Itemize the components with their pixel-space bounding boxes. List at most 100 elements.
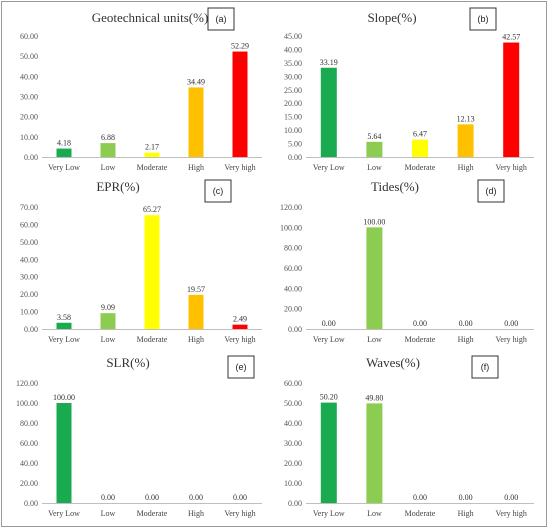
y-tick-label: 20.00: [20, 290, 38, 299]
data-label: 2.49: [233, 315, 247, 324]
y-tick-label: 10.00: [284, 479, 302, 488]
bar: [56, 403, 72, 503]
y-tick-label: 20.00: [20, 113, 38, 122]
category-label: Very Low: [313, 335, 345, 344]
category-label: Very Low: [48, 163, 80, 172]
data-label: 4.18: [57, 139, 71, 148]
bar: [320, 402, 337, 503]
panel-tag: (c): [213, 186, 224, 196]
data-label: 9.09: [101, 303, 115, 312]
category-label: Very high: [224, 335, 255, 344]
bar: [412, 139, 428, 157]
y-tick-label: 40.00: [20, 459, 38, 468]
panel-tag-box: [227, 355, 255, 379]
y-tick-label: 30.00: [284, 439, 302, 448]
data-label: 0.00: [413, 493, 427, 502]
category-label: Moderate: [405, 335, 436, 344]
category-label: Low: [367, 509, 382, 518]
data-label: 0.00: [101, 493, 115, 502]
panel-tag-box: [207, 7, 235, 31]
y-tick-label: 50.00: [284, 399, 302, 408]
bar: [232, 51, 248, 157]
data-label: 34.49: [187, 77, 205, 86]
panel-tag-box: [471, 355, 499, 379]
category-label: Very Low: [313, 509, 345, 518]
category-label: Very Low: [48, 509, 80, 518]
category-label: Moderate: [137, 163, 168, 172]
y-tick-label: 120.00: [16, 379, 38, 388]
y-tick-label: 0.00: [288, 153, 302, 162]
data-label: 52.29: [231, 42, 249, 51]
bar: [56, 322, 72, 329]
data-label: 0.00: [504, 493, 518, 502]
chart-panel-3: EPR(%) (c) 0.00 10.00 20.00 30.00 40.00 50.00 60…: [20, 179, 262, 344]
y-tick-label: 60.00: [20, 32, 38, 41]
category-label: High: [458, 163, 474, 172]
data-label: 6.88: [101, 133, 115, 142]
data-label: 0.00: [233, 493, 247, 502]
category-label: Very high: [496, 509, 527, 518]
y-tick-label: 10.00: [284, 126, 302, 135]
y-tick-label: 60.00: [284, 264, 302, 273]
y-tick-label: 30.00: [20, 273, 38, 282]
chart-panel-5: SLR(%) (e) 0.00 20.00 40.00 60.00 80.00 100.00 1…: [16, 355, 262, 518]
category-label: High: [458, 335, 474, 344]
chart-title: Waves(%): [366, 355, 420, 370]
category-label: Very high: [224, 509, 255, 518]
chart-title: Tides(%): [371, 179, 419, 194]
bar: [56, 148, 72, 157]
y-tick-label: 40.00: [20, 72, 38, 81]
category-label: High: [458, 509, 474, 518]
data-label: 100.00: [53, 393, 75, 402]
category-label: Low: [101, 163, 116, 172]
data-label: 0.00: [413, 319, 427, 328]
y-tick-label: 100.00: [280, 223, 302, 232]
bar: [366, 403, 383, 503]
panel-tag: (b): [478, 14, 489, 24]
panel-tag: (e): [236, 362, 247, 372]
category-label: Very high: [496, 163, 527, 172]
y-tick-label: 50.00: [20, 52, 38, 61]
y-tick-label: 20.00: [284, 459, 302, 468]
category-label: Very high: [496, 335, 527, 344]
data-label: 49.80: [365, 393, 383, 402]
y-tick-label: 40.00: [284, 419, 302, 428]
data-label: 12.13: [457, 114, 475, 123]
panel-tag: (f): [481, 362, 490, 372]
category-label: Moderate: [137, 509, 168, 518]
data-label: 100.00: [363, 217, 385, 226]
category-label: Very Low: [313, 163, 345, 172]
category-label: Very Low: [48, 335, 80, 344]
chart-panel-6: Waves(%) (f) 0.00 10.00 20.00 30.00 40.00 50.00…: [284, 355, 534, 518]
category-label: Low: [101, 335, 116, 344]
y-tick-label: 25.00: [284, 86, 302, 95]
category-label: Low: [367, 163, 382, 172]
y-tick-label: 0.00: [24, 325, 38, 334]
chart-title: Slope(%): [367, 10, 416, 25]
data-label: 5.64: [367, 132, 381, 141]
chart-title: SLR(%): [106, 355, 149, 370]
y-tick-label: 35.00: [284, 59, 302, 68]
category-label: Low: [367, 335, 382, 344]
y-tick-label: 0.00: [24, 153, 38, 162]
y-tick-label: 120.00: [280, 203, 302, 212]
data-label: 42.57: [502, 33, 520, 42]
panel-tag: (d): [486, 186, 497, 196]
bar: [503, 42, 520, 158]
y-tick-label: 10.00: [20, 308, 38, 317]
bar: [188, 87, 204, 157]
bar: [366, 141, 383, 157]
chart-title: Geotechnical units(%): [92, 10, 209, 25]
y-tick-label: 20.00: [20, 479, 38, 488]
y-tick-label: 40.00: [284, 284, 302, 293]
data-label: 65.27: [143, 205, 161, 214]
y-tick-label: 60.00: [284, 379, 302, 388]
chart-panel-4: Tides(%) (d) 0.00 20.00 40.00 60.00 80.00 100.0…: [280, 179, 534, 344]
data-label: 0.00: [504, 319, 518, 328]
data-label: 2.17: [145, 143, 159, 152]
y-tick-label: 80.00: [284, 244, 302, 253]
y-tick-label: 0.00: [24, 499, 38, 508]
panel-tag-box: [477, 179, 505, 203]
